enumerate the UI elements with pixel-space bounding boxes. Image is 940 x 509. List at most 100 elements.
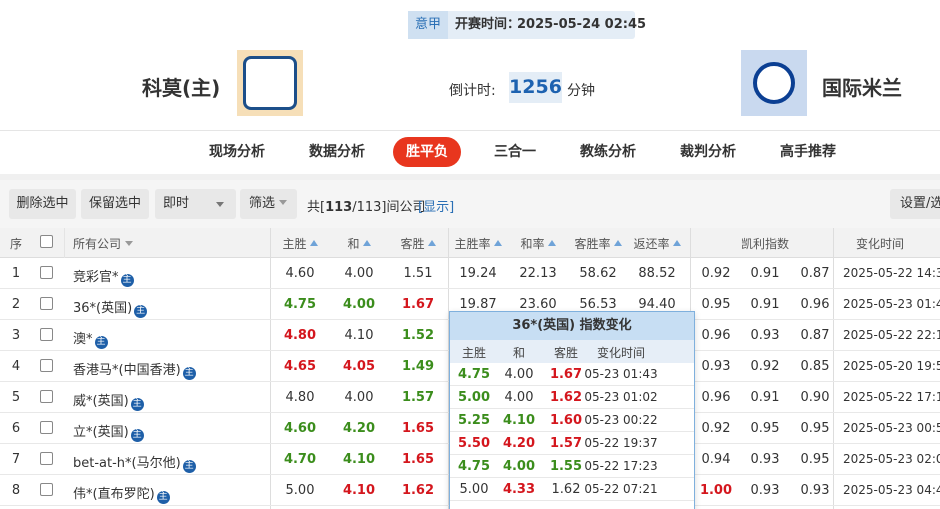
away-logo: [741, 50, 807, 116]
company-name: 威*(英国): [73, 394, 129, 409]
odds: 4.05: [342, 359, 376, 374]
kelly: 0.87: [800, 328, 830, 343]
rate: 56.53: [579, 297, 617, 312]
popup-header: 变化时间: [596, 346, 645, 360]
column-header[interactable]: 主胜: [260, 235, 340, 252]
league-box: 意甲 开赛时间： 2025-05-24 02:45: [408, 11, 646, 39]
kelly: 0.92: [701, 421, 731, 436]
checkbox[interactable]: [40, 483, 53, 496]
checkbox[interactable]: [40, 235, 53, 248]
company-count: 共[113/113]间公司: [307, 196, 425, 215]
column-header[interactable]: 客胜: [378, 235, 458, 252]
kelly: 0.95: [750, 421, 780, 436]
home-badge: 主: [120, 274, 134, 287]
change-time: 2025-05-23 02:09: [843, 452, 940, 466]
popup-time: 05-22 19:37: [584, 436, 658, 450]
odds: 4.10: [342, 483, 376, 498]
kelly: 1.00: [699, 483, 733, 498]
company: bet-at-h*(马尔他) 主: [73, 452, 196, 473]
change-time: 2025-05-22 14:36: [843, 266, 940, 280]
kelly: 0.93: [750, 483, 780, 498]
popup-odds: 4.20: [502, 436, 536, 451]
tab[interactable]: 高手推荐: [780, 144, 836, 160]
filter[interactable]: 筛选: [240, 189, 297, 219]
company-name: 伟*(直布罗陀): [73, 487, 155, 502]
row-number: 7: [11, 452, 21, 467]
popup-time: 05-22 07:21: [584, 482, 658, 496]
divider: [0, 130, 940, 131]
rate: 58.62: [579, 266, 617, 281]
checkbox[interactable]: [40, 452, 53, 465]
band: [0, 174, 940, 180]
checkbox[interactable]: [40, 297, 53, 310]
kelly: 0.85: [800, 359, 830, 374]
home-badge: 主: [134, 305, 148, 318]
row-number: 8: [11, 483, 21, 498]
rate: 88.52: [638, 266, 676, 281]
company: 伟*(直布罗陀) 主: [73, 483, 170, 504]
column-header[interactable]: 返还率: [617, 235, 697, 252]
checkbox[interactable]: [40, 266, 53, 279]
odds: 4.10: [344, 328, 374, 343]
tab[interactable]: 裁判分析: [680, 144, 736, 160]
away-team: 国际米兰: [822, 76, 902, 100]
popup-odds: 4.00: [504, 367, 534, 382]
popup-header: 和: [512, 346, 525, 360]
show-link[interactable]: [显示]: [418, 200, 455, 215]
odds: 4.60: [285, 266, 315, 281]
popup-odds: 1.62: [551, 482, 581, 497]
tab[interactable]: 胜平负: [393, 137, 461, 167]
change-time: 2025-05-23 01:43: [843, 297, 940, 311]
popup-row-line: [450, 477, 694, 478]
checkbox[interactable]: [40, 390, 53, 403]
checkbox[interactable]: [40, 421, 53, 434]
tab[interactable]: 现场分析: [209, 144, 265, 160]
column-header[interactable]: 和率: [498, 235, 578, 252]
kelly: 0.95: [800, 421, 830, 436]
kelly: 0.96: [701, 390, 731, 405]
popup-row-line: [450, 500, 694, 501]
kelly: 0.95: [701, 297, 731, 312]
odds: 4.20: [342, 421, 376, 436]
company-name: 36*(英国): [73, 301, 133, 316]
button[interactable]: 删除选中: [9, 189, 76, 219]
rate: 19.24: [459, 266, 497, 281]
company-name: 立*(英国): [73, 425, 129, 440]
rate: 94.40: [638, 297, 676, 312]
count: 113: [325, 200, 353, 215]
popup-time: 05-23 01:02: [584, 390, 658, 404]
column-header[interactable]: 所有公司: [73, 235, 133, 252]
home-badge: 主: [130, 429, 144, 442]
count-prefix: 共[: [307, 200, 326, 215]
kelly: 0.93: [750, 452, 780, 467]
tab[interactable]: 教练分析: [580, 144, 636, 160]
column-header[interactable]: 主胜率: [438, 235, 518, 252]
kelly: 0.93: [750, 328, 780, 343]
odds: 1.49: [401, 359, 435, 374]
checkbox[interactable]: [40, 328, 53, 341]
checkbox[interactable]: [40, 359, 53, 372]
popup-time: 05-23 01:43: [584, 367, 658, 381]
popup-head-bg: [450, 340, 694, 363]
row-number: 2: [11, 297, 21, 312]
column-header[interactable]: 客胜率: [558, 235, 638, 252]
countdown: 1256: [509, 72, 562, 103]
settings-button[interactable]: 设置/选: [890, 189, 940, 219]
button[interactable]: 保留选中: [81, 189, 149, 219]
rate: 19.87: [459, 297, 497, 312]
home-badge: 主: [94, 336, 108, 349]
column-header[interactable]: 和: [319, 235, 399, 252]
popup-odds: 4.75: [457, 459, 491, 474]
tab[interactable]: 数据分析: [309, 144, 365, 160]
company: 竞彩官* 主: [73, 266, 134, 287]
odds: 4.75: [283, 297, 317, 312]
row-number: 5: [11, 390, 21, 405]
column-divider: [833, 228, 834, 509]
tab[interactable]: 三合一: [494, 144, 536, 160]
company-name: 竞彩官*: [73, 270, 119, 285]
countdown-unit: 分钟: [567, 83, 595, 99]
company-name: 香港马*(中国香港): [73, 363, 181, 378]
company: 威*(英国) 主: [73, 390, 144, 411]
row-number: 3: [11, 328, 21, 343]
